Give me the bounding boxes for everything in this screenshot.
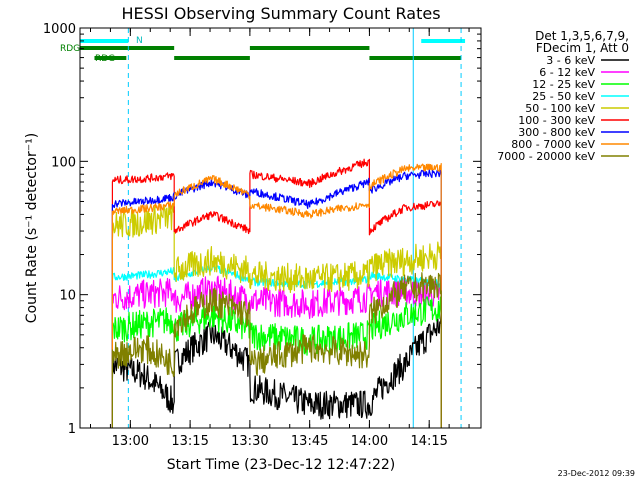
x-tick-label-1: 13:15	[171, 434, 208, 449]
rdg-label-upper: RDG	[60, 44, 80, 54]
n-flag-label: N	[136, 36, 143, 46]
axes: 13:00 13:15 13:30 13:45 14:00 14:15 1 10 100 1000	[43, 22, 481, 449]
y-axis-label: Count Rate (s⁻¹ detector⁻¹)	[24, 133, 40, 323]
legend-label-6: 300 - 800 keV	[518, 126, 595, 139]
series-line-4	[111, 202, 442, 428]
series-line-6	[111, 168, 442, 428]
y-tick-label-3: 1000	[43, 22, 76, 37]
series-line-8	[111, 272, 442, 428]
legend: Det 1,3,5,6,7,9, FDecim 1, Att 0 3 - 6 k…	[497, 29, 629, 163]
legend-header-line-1: Det 1,3,5,6,7,9,	[535, 29, 629, 43]
x-axis-label: Start Time (23-Dec-12 12:47:22)	[167, 457, 395, 473]
legend-label-0: 3 - 6 keV	[546, 54, 595, 67]
legend-label-7: 800 - 7000 keV	[511, 138, 595, 151]
data-series	[111, 158, 442, 428]
x-tick-label-4: 14:00	[351, 434, 388, 449]
legend-label-2: 12 - 25 keV	[532, 78, 595, 91]
series-line-1	[111, 275, 442, 428]
generated-timestamp: 23-Dec-2012 09:39	[558, 469, 635, 478]
legend-label-1: 6 - 12 keV	[539, 66, 595, 79]
x-tick-label-0: 13:00	[112, 434, 149, 449]
plot-frame	[79, 27, 482, 429]
x-tick-label-3: 13:45	[291, 434, 328, 449]
x-tick-label-2: 13:30	[231, 434, 268, 449]
legend-label-4: 50 - 100 keV	[525, 102, 595, 115]
y-tick-label-1: 10	[59, 289, 76, 304]
series-line-0	[111, 310, 442, 428]
chart-title: HESSI Observing Summary Count Rates	[121, 4, 440, 23]
series-line-7	[111, 163, 442, 428]
x-tick-label-5: 14:15	[410, 434, 447, 449]
legend-header-line-2: FDecim 1, Att 0	[536, 41, 629, 55]
y-tick-label-0: 1	[68, 422, 76, 437]
rdg-label-lower: RDG	[95, 54, 115, 64]
series-line-5	[111, 158, 442, 428]
flag-bars: RDG RDG N	[60, 36, 466, 64]
legend-label-3: 25 - 50 keV	[532, 90, 595, 103]
legend-label-5: 100 - 300 keV	[518, 114, 595, 127]
legend-label-8: 7000 - 20000 keV	[497, 150, 595, 163]
y-tick-label-2: 100	[51, 155, 76, 170]
series-line-2	[111, 296, 442, 428]
